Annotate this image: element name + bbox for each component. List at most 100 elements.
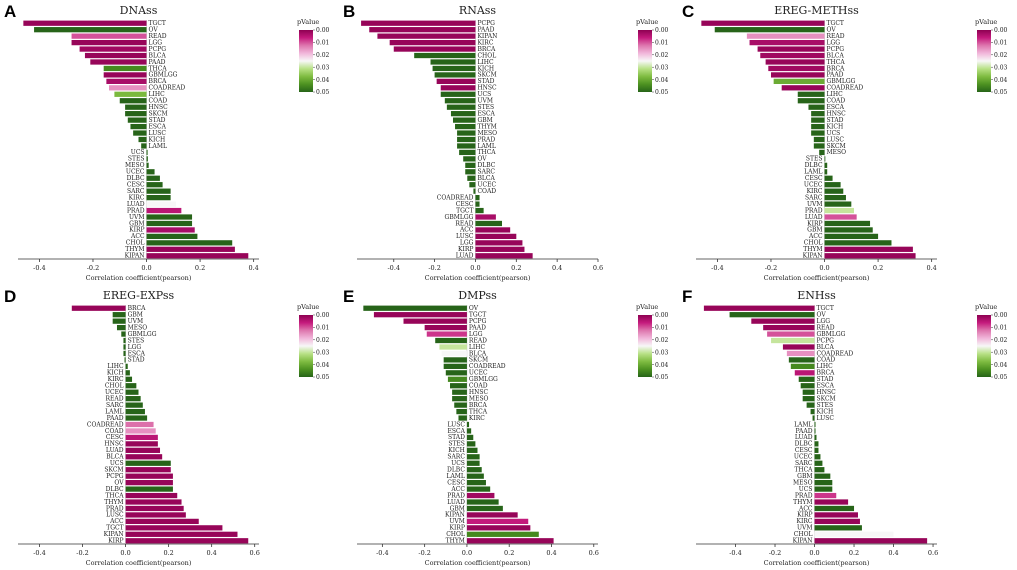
bar-STES bbox=[146, 156, 148, 162]
bar-STAD bbox=[811, 117, 825, 123]
bar-CHOL bbox=[814, 531, 894, 537]
bar-UVM bbox=[824, 201, 852, 207]
category-label: SARC bbox=[447, 454, 465, 461]
category-label: UVM bbox=[449, 518, 465, 525]
bar-LUAD bbox=[466, 499, 499, 505]
category-label: LIHC bbox=[817, 363, 834, 370]
category-label: THCA bbox=[105, 492, 124, 499]
bar-LUSC bbox=[813, 136, 825, 143]
legend-colorbar bbox=[299, 315, 313, 377]
category-label: PAAD bbox=[827, 72, 844, 79]
category-label: LAML bbox=[804, 169, 822, 176]
category-label: GBMLGG bbox=[827, 78, 856, 85]
bar-BRCA bbox=[393, 46, 476, 52]
bar-ACC bbox=[814, 505, 855, 512]
bar-LAML bbox=[466, 473, 484, 479]
category-label: READ bbox=[149, 33, 167, 40]
x-tick-label: -0.4 bbox=[33, 549, 46, 557]
category-label: COAD bbox=[469, 383, 488, 390]
bar-ACC bbox=[466, 486, 491, 492]
category-label: CESC bbox=[456, 201, 474, 208]
bar-PAAD bbox=[90, 59, 147, 65]
bar-STAD bbox=[127, 117, 147, 123]
category-label: STES bbox=[448, 441, 465, 448]
bar-KICH bbox=[138, 136, 147, 143]
category-label: PCPG bbox=[477, 20, 495, 27]
bar-DLBC bbox=[814, 441, 819, 447]
category-label: DLBC bbox=[127, 175, 145, 182]
bar-PAAD bbox=[814, 428, 816, 434]
x-tick-label: 0.0 bbox=[470, 264, 480, 272]
category-label: CESC bbox=[805, 175, 823, 182]
bar-TGCT bbox=[701, 20, 825, 26]
bar-LUSC bbox=[466, 421, 470, 428]
bar-PCPG bbox=[771, 337, 815, 344]
category-label: KIPAN bbox=[125, 253, 145, 260]
bar-GBMLGG bbox=[121, 331, 126, 337]
bar-PRAD bbox=[814, 492, 837, 499]
category-label: SKCM bbox=[104, 467, 123, 474]
bar-GBM bbox=[824, 227, 873, 233]
category-label: KIRP bbox=[450, 525, 465, 532]
bar-THYM bbox=[814, 499, 849, 505]
bar-KICH bbox=[466, 447, 478, 453]
panel-label: A bbox=[4, 2, 16, 21]
bar-UCEC bbox=[824, 182, 841, 188]
bar-LUAD bbox=[824, 214, 857, 220]
bar-OV bbox=[729, 312, 815, 318]
category-label: SARC bbox=[127, 188, 145, 195]
category-label: PCPG bbox=[149, 46, 167, 53]
bar-COAD bbox=[450, 383, 467, 389]
bar-THCA bbox=[456, 408, 467, 415]
bar-LGG bbox=[123, 344, 126, 350]
bar-CESC bbox=[475, 201, 480, 207]
x-tick-label: -0.2 bbox=[769, 549, 782, 557]
bar-KIRC bbox=[824, 188, 844, 194]
bar-HNSC bbox=[440, 85, 476, 91]
bar-KICH bbox=[810, 408, 815, 415]
bar-ACC bbox=[125, 518, 199, 525]
bar-HNSC bbox=[811, 111, 825, 117]
category-label: CESC bbox=[127, 182, 145, 189]
category-label: CHOL bbox=[804, 240, 823, 247]
bar-THYM bbox=[824, 246, 913, 252]
bar-READ bbox=[763, 324, 815, 331]
category-label: MESO bbox=[477, 130, 497, 137]
category-label: COADREAD bbox=[817, 350, 854, 357]
category-label: GBM bbox=[807, 227, 822, 234]
bar-THYM bbox=[125, 499, 182, 505]
category-label: BLCA bbox=[477, 175, 495, 182]
category-label: MESO bbox=[827, 149, 847, 156]
category-label: LUAD bbox=[795, 434, 813, 441]
legend-colorbar bbox=[977, 30, 991, 92]
panel-A: A DNAss -0.4 -0.2 0.0 0.2 0.4 Correlation coeff… bbox=[4, 2, 330, 282]
category-label: UVM bbox=[477, 98, 493, 105]
bar-PAAD bbox=[424, 324, 467, 331]
bar-ESCA bbox=[130, 123, 147, 130]
bar-HNSC bbox=[452, 389, 467, 395]
category-label: UVM bbox=[807, 201, 823, 208]
category-label: MESO bbox=[128, 324, 148, 331]
bar-KIRP bbox=[146, 227, 195, 233]
category-label: OV bbox=[817, 311, 827, 318]
x-axis-label: Correlation coefficient(pearson) bbox=[764, 559, 870, 567]
category-label: KIPAN bbox=[803, 253, 823, 260]
category-label: OV bbox=[477, 156, 487, 163]
bar-UVM bbox=[466, 518, 529, 525]
bar-GBMLGG bbox=[447, 376, 467, 382]
category-label: LAML bbox=[149, 143, 167, 150]
bar-UCS bbox=[811, 130, 825, 136]
bar-UCEC bbox=[146, 169, 155, 175]
bar-SARC bbox=[146, 188, 171, 194]
bar-ACC bbox=[824, 233, 879, 240]
category-label: OV bbox=[114, 479, 124, 486]
category-label: SARC bbox=[795, 460, 813, 467]
x-axis-label: Correlation coefficient(pearson) bbox=[425, 559, 531, 567]
bar-KIPAN bbox=[146, 253, 249, 259]
bar-STAD bbox=[466, 434, 474, 441]
bar-KIRC bbox=[125, 376, 133, 382]
x-tick-label: 0.2 bbox=[163, 549, 173, 557]
bar-SKCM bbox=[125, 467, 171, 473]
category-label: SKCM bbox=[827, 143, 846, 150]
